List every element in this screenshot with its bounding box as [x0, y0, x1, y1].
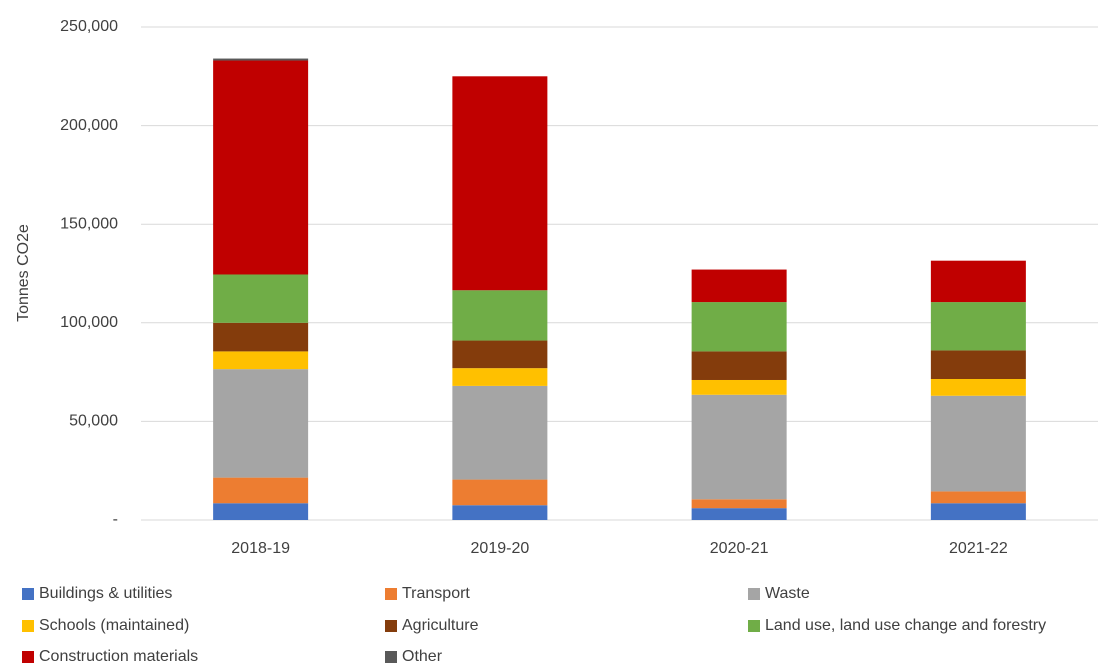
legend-swatch: [385, 588, 397, 600]
x-tick-label: 2021-22: [949, 540, 1008, 557]
bar-segment: [213, 58, 309, 61]
bar-segment: [213, 274, 309, 323]
bar-segment: [691, 499, 787, 509]
y-tick-label: -: [113, 511, 118, 528]
y-tick-label: 250,000: [60, 18, 118, 35]
legend-label: Transport: [402, 585, 470, 602]
y-tick-label: 100,000: [60, 314, 118, 331]
legend-label: Other: [402, 648, 443, 665]
bar-segment: [452, 505, 548, 520]
bar-segment: [691, 508, 787, 520]
bar-segment: [213, 503, 309, 520]
x-tick-label: 2018-19: [231, 540, 290, 557]
bar-segment: [452, 290, 548, 341]
legend-swatch: [22, 620, 34, 632]
bar-segment: [930, 260, 1026, 303]
bar-segment: [213, 322, 309, 352]
y-tick-label: 50,000: [69, 413, 118, 430]
bar-segment: [930, 503, 1026, 520]
bar-segment: [452, 76, 548, 291]
y-axis-label: Tonnes CO2e: [15, 224, 32, 322]
bar-segment: [691, 379, 787, 395]
bar-segment: [452, 479, 548, 506]
legend-label: Agriculture: [402, 617, 479, 634]
bar-segment: [213, 369, 309, 478]
legend-swatch: [385, 620, 397, 632]
legend-label: Buildings & utilities: [39, 585, 172, 602]
y-tick-label: 150,000: [60, 215, 118, 232]
bar-segment: [930, 379, 1026, 396]
bar-segment: [452, 340, 548, 369]
bar-segment: [452, 368, 548, 386]
bar-segment: [691, 269, 787, 303]
legend-swatch: [748, 588, 760, 600]
bar-segment: [930, 395, 1026, 492]
legend-swatch: [22, 588, 34, 600]
y-tick-label: 200,000: [60, 117, 118, 134]
bar-segment: [691, 394, 787, 500]
legend-swatch: [22, 651, 34, 663]
bar-segment: [213, 477, 309, 504]
bar-segment: [930, 350, 1026, 380]
bar-segment: [213, 351, 309, 370]
x-tick-label: 2020-21: [710, 540, 769, 557]
legend-label: Land use, land use change and forestry: [765, 617, 1046, 634]
bar-segment: [691, 302, 787, 352]
bar-segment: [452, 385, 548, 480]
bar-segment: [930, 491, 1026, 504]
legend-label: Schools (maintained): [39, 617, 189, 634]
bar-segment: [691, 351, 787, 380]
bar-segment: [213, 60, 309, 275]
legend-label: Construction materials: [39, 648, 198, 665]
bar-segment: [930, 302, 1026, 351]
legend-swatch: [385, 651, 397, 663]
x-tick-label: 2019-20: [471, 540, 530, 557]
legend-label: Waste: [765, 585, 810, 602]
legend-swatch: [748, 620, 760, 632]
